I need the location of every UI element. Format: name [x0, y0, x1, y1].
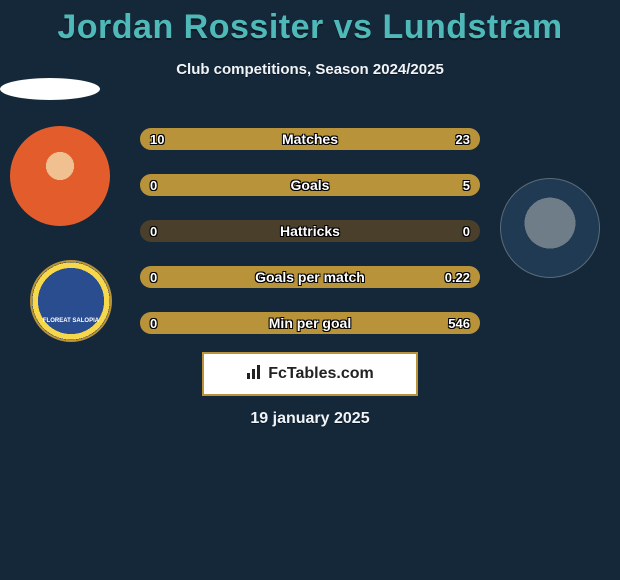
stat-fill-right — [242, 128, 480, 150]
stat-label: Goals per match — [255, 269, 365, 285]
stat-label: Hattricks — [280, 223, 340, 239]
branding-link[interactable]: FcTables.com — [202, 352, 418, 396]
subtitle: Club competitions, Season 2024/2025 — [0, 61, 620, 78]
stat-value-left: 10 — [150, 132, 164, 147]
stat-row: 0 Goals 5 — [140, 174, 480, 196]
stat-row: 10 Matches 23 — [140, 128, 480, 150]
club-right-crest — [500, 178, 600, 278]
stat-value-left: 0 — [150, 178, 157, 193]
stat-value-right: 546 — [448, 316, 470, 331]
player-right-photo — [0, 78, 100, 100]
stats-table: 10 Matches 23 0 Goals 5 0 Hattricks 0 0 Goals per … — [140, 128, 480, 358]
club-left-crest: FLOREAT SALOPIA — [30, 260, 112, 342]
stat-value-left: 0 — [150, 316, 157, 331]
player-left-photo — [10, 126, 110, 226]
stat-row: 0 Hattricks 0 — [140, 220, 480, 242]
stat-value-right: 23 — [456, 132, 470, 147]
club-left-label: FLOREAT SALOPIA — [42, 272, 100, 330]
stat-value-left: 0 — [150, 270, 157, 285]
stat-row: 0 Min per goal 546 — [140, 312, 480, 334]
stat-value-right: 0.22 — [445, 270, 470, 285]
branding-label: FcTables.com — [268, 365, 374, 383]
chart-icon — [246, 363, 264, 386]
stat-row: 0 Goals per match 0.22 — [140, 266, 480, 288]
stat-label: Min per goal — [269, 315, 351, 331]
stat-value-right: 0 — [463, 224, 470, 239]
stat-label: Goals — [291, 177, 330, 193]
stat-value-left: 0 — [150, 224, 157, 239]
stat-value-right: 5 — [463, 178, 470, 193]
stat-label: Matches — [282, 131, 338, 147]
date-label: 19 january 2025 — [0, 410, 620, 428]
page-title: Jordan Rossiter vs Lundstram — [0, 0, 620, 47]
